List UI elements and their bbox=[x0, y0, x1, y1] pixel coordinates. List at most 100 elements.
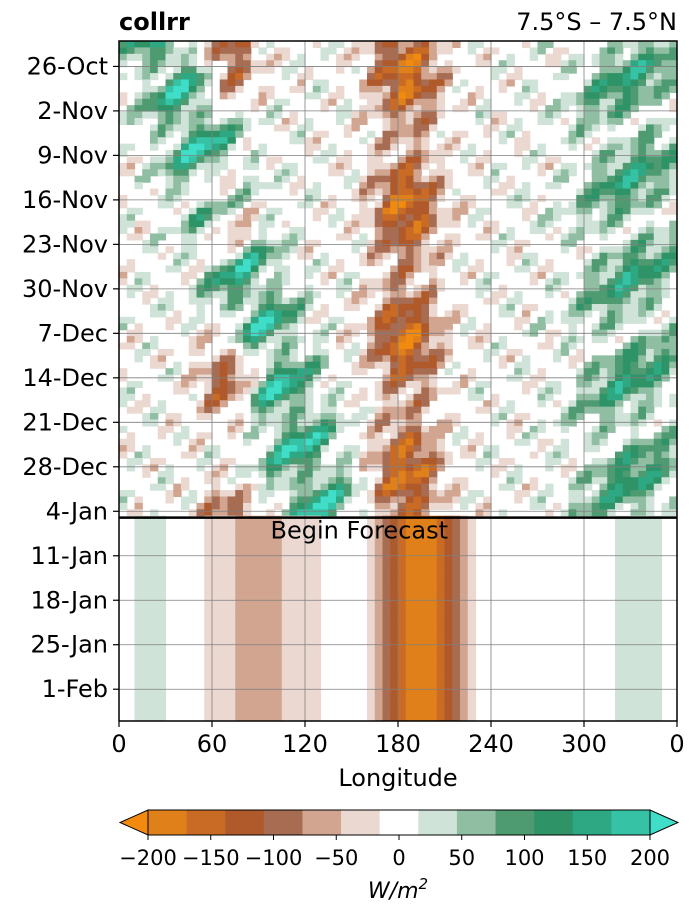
field-cell bbox=[227, 541, 236, 549]
field-cell bbox=[243, 483, 252, 491]
field-cell bbox=[157, 676, 167, 684]
field-cell bbox=[584, 284, 593, 292]
field-cell bbox=[491, 348, 500, 356]
field-cell bbox=[235, 637, 244, 645]
field-cell bbox=[630, 41, 639, 49]
colorbar-tick-label: −200 bbox=[119, 846, 177, 870]
field-cell bbox=[591, 137, 601, 145]
field-cell bbox=[258, 252, 267, 260]
field-cell bbox=[630, 567, 639, 575]
field-cell bbox=[297, 534, 306, 542]
field-cell bbox=[181, 73, 190, 81]
field-cell bbox=[219, 201, 229, 209]
field-cell bbox=[119, 342, 128, 350]
field-cell bbox=[498, 66, 508, 74]
field-cell bbox=[150, 130, 159, 138]
field-cell bbox=[405, 669, 415, 677]
field-cell bbox=[475, 92, 484, 100]
field-cell bbox=[212, 656, 221, 664]
field-cell bbox=[390, 227, 399, 235]
field-cell bbox=[343, 53, 353, 61]
field-cell bbox=[615, 284, 624, 292]
field-cell bbox=[297, 175, 306, 183]
field-cell bbox=[281, 406, 291, 414]
field-cell bbox=[150, 464, 159, 472]
field-cell bbox=[553, 156, 562, 164]
field-cell bbox=[274, 502, 283, 510]
field-cell bbox=[219, 117, 229, 125]
field-cell bbox=[405, 207, 415, 215]
field-cell bbox=[281, 419, 291, 427]
field-cell bbox=[173, 419, 182, 427]
field-cell bbox=[312, 592, 322, 600]
field-cell bbox=[181, 85, 190, 93]
field-cell bbox=[227, 573, 236, 581]
field-cell bbox=[119, 214, 128, 222]
field-cell bbox=[336, 381, 345, 389]
field-cell bbox=[173, 438, 182, 446]
field-cell bbox=[398, 483, 407, 491]
field-cell bbox=[227, 708, 236, 716]
field-cell bbox=[429, 310, 438, 318]
field-cell bbox=[328, 98, 337, 106]
field-cell bbox=[429, 554, 438, 562]
colorbar-label-base: W/m bbox=[368, 879, 419, 904]
field-cell bbox=[243, 599, 252, 607]
field-cell bbox=[615, 220, 624, 228]
field-cell bbox=[374, 637, 384, 645]
field-cell bbox=[630, 483, 639, 491]
field-cell bbox=[250, 554, 260, 562]
field-cell bbox=[421, 60, 430, 68]
field-cell bbox=[382, 611, 391, 619]
field-cell bbox=[622, 278, 632, 286]
field-cell bbox=[227, 560, 236, 568]
field-cell bbox=[591, 175, 601, 183]
field-cell bbox=[305, 599, 314, 607]
field-cell bbox=[250, 425, 260, 433]
field-cell bbox=[421, 695, 430, 703]
field-cell bbox=[390, 316, 399, 324]
field-cell bbox=[289, 605, 298, 613]
field-cell bbox=[421, 445, 430, 453]
field-cell bbox=[165, 111, 174, 119]
field-cell bbox=[374, 304, 384, 312]
field-cell bbox=[274, 432, 283, 440]
field-cell bbox=[653, 227, 663, 235]
field-cell bbox=[250, 162, 260, 170]
field-cell bbox=[359, 92, 368, 100]
field-cell bbox=[250, 419, 260, 427]
field-cell bbox=[630, 348, 639, 356]
field-cell bbox=[638, 669, 647, 677]
field-cell bbox=[274, 182, 283, 190]
field-cell bbox=[661, 60, 670, 68]
field-cell bbox=[653, 265, 663, 273]
field-cell bbox=[638, 714, 647, 721]
field-cell bbox=[336, 259, 345, 267]
field-cell bbox=[599, 425, 608, 433]
field-cell bbox=[467, 663, 477, 671]
field-cell bbox=[467, 605, 477, 613]
field-cell bbox=[622, 194, 632, 202]
field-cell bbox=[150, 66, 159, 74]
field-cell bbox=[258, 201, 267, 209]
field-cell bbox=[568, 227, 577, 235]
field-cell bbox=[405, 393, 415, 401]
field-cell bbox=[150, 547, 159, 555]
field-cell bbox=[630, 368, 639, 376]
field-cell bbox=[297, 528, 306, 536]
field-cell bbox=[359, 41, 368, 49]
field-cell bbox=[584, 271, 593, 279]
field-cell bbox=[638, 92, 647, 100]
field-cell bbox=[297, 137, 306, 145]
field-cell bbox=[599, 470, 608, 478]
field-cell bbox=[188, 451, 198, 459]
field-cell bbox=[305, 573, 314, 581]
field-cell bbox=[413, 400, 422, 408]
field-cell bbox=[537, 41, 546, 49]
field-cell bbox=[274, 457, 283, 465]
field-cell bbox=[367, 451, 376, 459]
field-cell bbox=[475, 233, 484, 241]
field-cell bbox=[126, 387, 136, 395]
field-cell bbox=[181, 227, 190, 235]
field-cell bbox=[142, 73, 151, 81]
